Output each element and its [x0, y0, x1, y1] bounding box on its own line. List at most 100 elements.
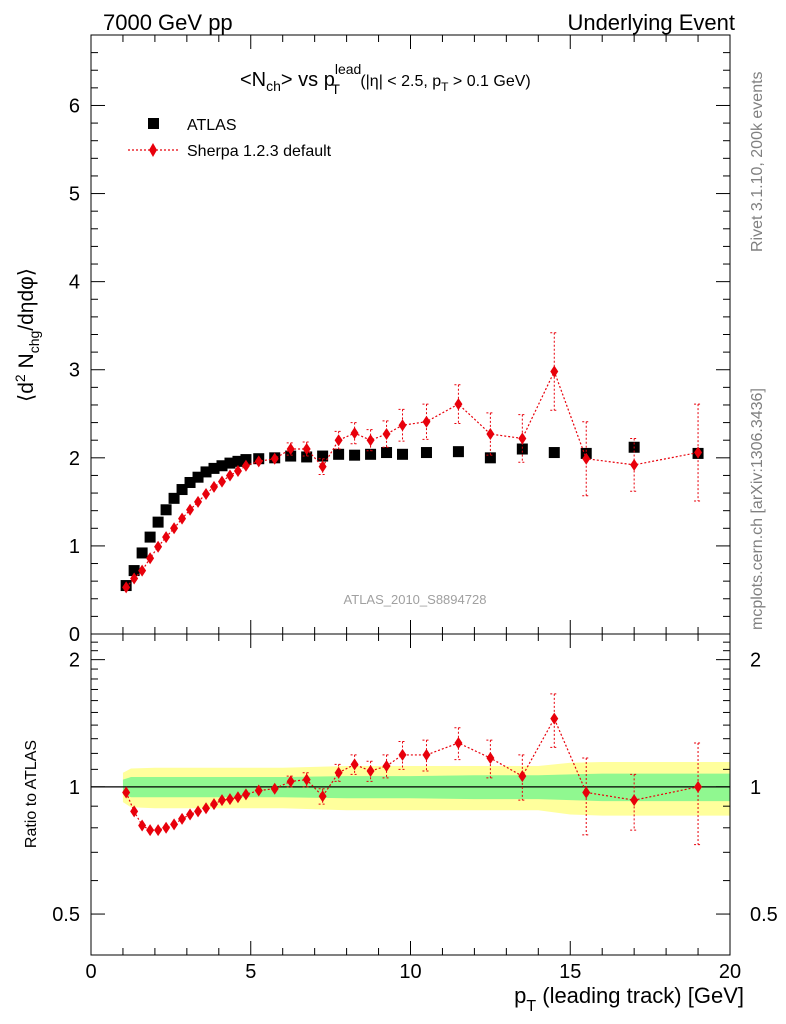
ratio-ytick-label-right: 0.5 [750, 904, 778, 926]
sherpa-point [210, 480, 219, 493]
sherpa-point [130, 572, 139, 585]
atlas-point [240, 454, 252, 466]
x-tick-label: 5 [245, 961, 256, 983]
x-tick-labels: 0 5 10 15 20 [85, 961, 741, 983]
ratio-panel: 0.5 0.5 1 1 2 2 0 5 10 15 20 Ratio to ATLAS pT (l… [23, 633, 778, 1015]
main-ytick-label: 3 [69, 360, 80, 382]
sherpa-line [125, 369, 699, 588]
main-ytick-label: 2 [69, 448, 80, 470]
sherpa-ratio-point [382, 760, 391, 773]
atlas-point [301, 451, 313, 463]
sherpa-ratio-point [422, 748, 431, 761]
main-yticklabels: 0 1 2 3 4 5 6 [69, 95, 80, 646]
atlas-point [452, 446, 464, 458]
sherpa-point [217, 475, 226, 488]
sherpa-ratio-point [366, 765, 375, 778]
ratio-ylabel: Ratio to ATLAS [23, 740, 40, 848]
legend-sherpa-label: Sherpa 1.2.3 default [187, 143, 332, 160]
legend-atlas-marker [148, 118, 159, 129]
ratio-ytick-label-right: 2 [750, 650, 761, 672]
sherpa-point [170, 522, 179, 535]
sherpa-point [694, 446, 703, 459]
sherpa-ratio-point [241, 788, 250, 801]
atlas-point [333, 448, 345, 460]
sherpa-point [270, 452, 279, 465]
atlas-point [168, 492, 180, 504]
atlas-point [516, 443, 528, 455]
sherpa-ratio-point [486, 752, 495, 765]
sherpa-ratio-point [178, 812, 187, 825]
sherpa-point [178, 512, 187, 525]
ratio-ytick-label: 0.5 [52, 904, 80, 926]
x-tick-label: 10 [399, 961, 421, 983]
header-left: 7000 GeV pp [103, 10, 233, 35]
atlas-point [548, 447, 560, 459]
atlas-point [144, 531, 156, 543]
sherpa-point [318, 460, 327, 473]
atlas-point [397, 448, 409, 460]
atlas-point [208, 462, 220, 474]
atlas-point [216, 460, 228, 472]
atlas-point [160, 504, 172, 516]
sherpa-point [122, 581, 131, 594]
atlas-point [317, 450, 329, 462]
sherpa-point [241, 459, 250, 472]
atlas-point [176, 484, 188, 496]
sherpa-ratio-point [162, 821, 171, 834]
main-ticks [90, 34, 731, 635]
sherpa-point [162, 531, 171, 544]
main-ytick-label: 5 [69, 184, 80, 206]
atlas-point [128, 565, 140, 577]
atlas-point [200, 466, 212, 478]
sherpa-point [366, 434, 375, 447]
sherpa-point [398, 419, 407, 432]
sherpa-ratio-point [518, 770, 527, 783]
sherpa-ratio-point [398, 748, 407, 761]
sherpa-ratio-point [550, 712, 559, 725]
ratio-ticks [90, 634, 731, 956]
sherpa-ratio-point [154, 824, 163, 837]
sherpa-point [582, 452, 591, 465]
atlas-point [192, 471, 204, 483]
ratio-yticklabels: 0.5 0.5 1 1 2 2 [52, 650, 778, 926]
sherpa-point [422, 415, 431, 428]
sherpa-ratio-point [202, 802, 211, 815]
sherpa-ratio-point [138, 819, 147, 832]
sherpa-point [286, 443, 295, 456]
sherpa-ratio-point [186, 808, 195, 821]
sherpa-ratio-point [454, 736, 463, 749]
sherpa-ratio-point [225, 793, 234, 806]
sherpa-point [350, 427, 359, 440]
sherpa-point [194, 495, 203, 508]
x-tick-label: 0 [85, 961, 96, 983]
sherpa-point [334, 434, 343, 447]
atlas-point [381, 447, 393, 459]
x-tick-label: 15 [559, 961, 581, 983]
sherpa-point [454, 398, 463, 411]
sherpa-point [138, 564, 147, 577]
main-ytick-label: 4 [69, 272, 80, 294]
sherpa-ratio-point [122, 786, 131, 799]
main-data [120, 332, 704, 594]
sherpa-point [233, 465, 242, 478]
analysis-id: ATLAS_2010_S8894728 [344, 592, 487, 607]
sherpa-point [550, 365, 559, 378]
sherpa-ratio-point [210, 798, 219, 811]
legend-sherpa-marker [149, 143, 157, 157]
sherpa-ratio-point [170, 818, 179, 831]
atlas-point [285, 450, 297, 462]
sherpa-ratio-point [350, 758, 359, 771]
sherpa-ratio-point [302, 773, 311, 786]
sherpa-ratio-point [233, 791, 242, 804]
mcplots-label: mcplots.cern.ch [arXiv:1306.3436] [749, 388, 766, 630]
sherpa-point [302, 443, 311, 456]
ratio-ytick-label: 1 [69, 777, 80, 799]
chart-title: <Nch> vs plead T (|η| < 2.5, pT > 0.1 GeV… [240, 61, 531, 97]
sherpa-point [518, 432, 527, 445]
ratio-data [122, 693, 703, 846]
main-ylabel: ⟨d2 Nchg/dηdφ⟩ [12, 268, 42, 402]
sherpa-ratio-point [194, 805, 203, 818]
sherpa-ratio-point [318, 790, 327, 803]
legend-atlas-label: ATLAS [187, 117, 237, 134]
